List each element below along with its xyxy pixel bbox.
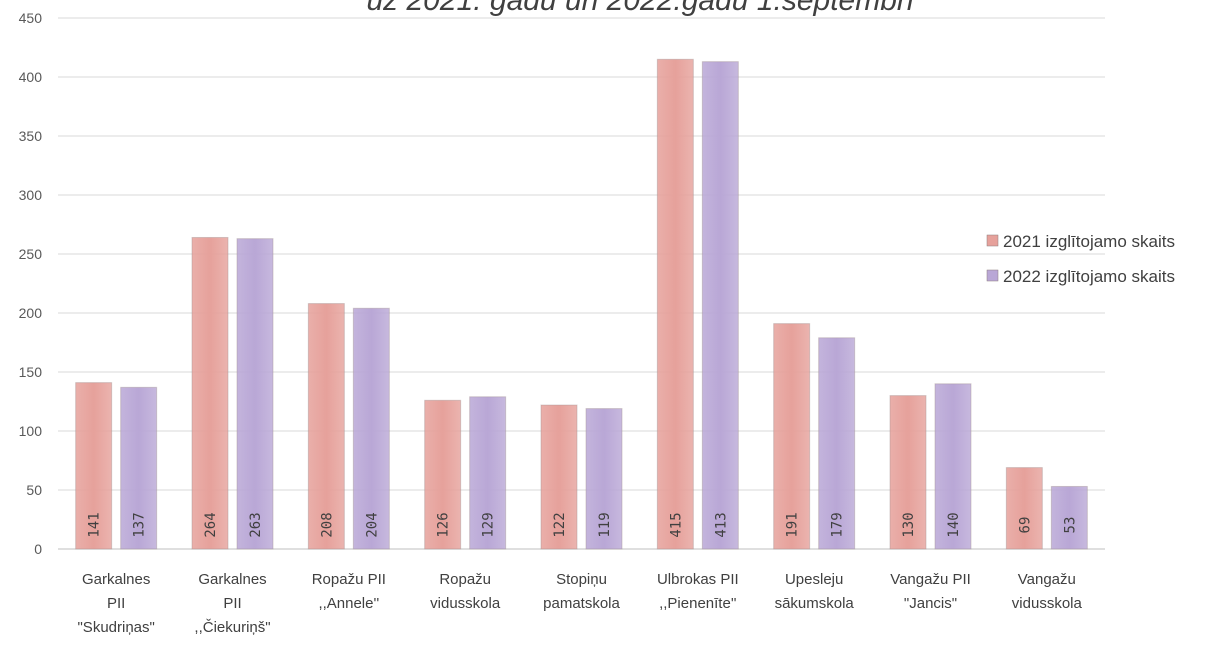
bar — [120, 386, 158, 550]
bar — [352, 307, 390, 550]
legend-swatch — [986, 234, 999, 247]
value-label: 69 — [1017, 517, 1033, 534]
bar — [191, 236, 229, 550]
y-tick-label: 450 — [19, 10, 43, 26]
bar — [540, 404, 578, 550]
chart-title: uz 2021. gadu un 2022.gadu 1.septembri — [366, 0, 914, 17]
bar — [236, 238, 274, 550]
value-label: 413 — [713, 512, 729, 537]
value-label: 130 — [901, 512, 917, 537]
x-tick-label: Ulbrokas PII — [657, 571, 739, 588]
value-label: 119 — [597, 512, 613, 537]
x-tick-label: pamatskola — [543, 595, 620, 612]
legend-swatch — [986, 269, 999, 282]
y-tick-label: 350 — [19, 128, 43, 144]
value-label: 191 — [785, 512, 801, 537]
x-tick-label: PII — [107, 595, 125, 612]
y-tick-label: 300 — [19, 187, 43, 203]
bar — [307, 303, 345, 550]
value-label: 53 — [1062, 517, 1078, 534]
legend-label: 2021 izglītojamo skaits — [1003, 232, 1175, 251]
bar — [656, 58, 694, 550]
x-tick-label: "Skudriņas" — [77, 619, 154, 636]
value-label: 264 — [203, 512, 219, 537]
legend-label: 2022 izglītojamo skaits — [1003, 267, 1175, 286]
y-tick-label: 100 — [19, 423, 43, 439]
bar — [424, 399, 462, 550]
bar — [934, 383, 972, 550]
x-tick-label: Vangažu PII — [890, 571, 971, 588]
x-tick-label: Ropažu — [439, 571, 491, 588]
y-tick-label: 0 — [34, 541, 42, 557]
bar — [1050, 485, 1088, 550]
y-tick-label: 50 — [26, 482, 42, 498]
x-tick-label: vidusskola — [430, 595, 501, 612]
x-tick-label: ,,Annele'' — [318, 595, 379, 612]
value-label: 129 — [481, 512, 497, 537]
y-tick-label: 200 — [19, 305, 43, 321]
x-tick-label: "Jancis" — [904, 595, 957, 612]
x-tick-label: Ropažu PII — [312, 571, 386, 588]
value-label: 208 — [319, 512, 335, 537]
bar — [75, 382, 113, 550]
x-tick-label: sākumskola — [775, 595, 855, 612]
x-tick-label: Vangažu — [1018, 571, 1076, 588]
value-label: 415 — [668, 512, 684, 537]
x-tick-label: vidusskola — [1012, 595, 1083, 612]
y-tick-label: 250 — [19, 246, 43, 262]
value-label: 137 — [132, 512, 148, 537]
x-tick-label: Upesleju — [785, 571, 843, 588]
x-tick-label: Stopiņu — [556, 571, 607, 588]
value-label: 141 — [87, 512, 103, 537]
value-label: 204 — [364, 512, 380, 537]
value-label: 140 — [946, 512, 962, 537]
bar — [701, 61, 739, 550]
bar — [818, 337, 856, 550]
x-tick-label: ,,Pienenīte'' — [659, 595, 737, 612]
bar — [889, 395, 927, 550]
bar — [773, 323, 811, 550]
y-tick-label: 400 — [19, 69, 43, 85]
value-label: 122 — [552, 512, 568, 537]
x-tick-label: ,,Čiekuriņš" — [194, 619, 270, 636]
y-tick-label: 150 — [19, 364, 43, 380]
bar — [1005, 467, 1043, 550]
x-tick-label: Garkalnes — [82, 571, 150, 588]
value-label: 126 — [436, 512, 452, 537]
x-tick-label: PII — [223, 595, 241, 612]
bar — [585, 408, 623, 550]
value-label: 263 — [248, 512, 264, 537]
bar — [469, 396, 507, 550]
value-label: 179 — [830, 512, 846, 537]
x-tick-label: Garkalnes — [198, 571, 266, 588]
